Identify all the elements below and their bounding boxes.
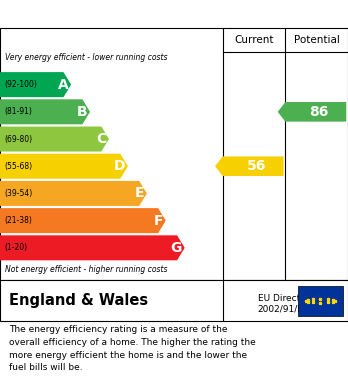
Text: F: F <box>153 213 163 228</box>
Text: 86: 86 <box>310 105 329 119</box>
Text: (69-80): (69-80) <box>4 135 32 143</box>
Polygon shape <box>0 72 71 97</box>
Text: Energy Efficiency Rating: Energy Efficiency Rating <box>9 7 219 22</box>
Text: A: A <box>58 78 68 91</box>
Polygon shape <box>278 102 346 122</box>
Text: 56: 56 <box>247 159 266 173</box>
Text: England & Wales: England & Wales <box>9 293 148 308</box>
Text: D: D <box>114 159 125 173</box>
Text: (39-54): (39-54) <box>4 189 32 198</box>
Polygon shape <box>0 99 90 124</box>
Polygon shape <box>0 127 109 152</box>
Polygon shape <box>215 156 284 176</box>
Text: G: G <box>171 241 182 255</box>
Text: Current: Current <box>234 35 274 45</box>
Text: The energy efficiency rating is a measure of the
overall efficiency of a home. T: The energy efficiency rating is a measur… <box>9 325 255 373</box>
Text: C: C <box>96 132 106 146</box>
Text: Potential: Potential <box>294 35 340 45</box>
Text: E: E <box>135 187 144 201</box>
Text: Not energy efficient - higher running costs: Not energy efficient - higher running co… <box>5 265 168 274</box>
Text: (81-91): (81-91) <box>4 107 32 117</box>
Text: EU Directive: EU Directive <box>258 294 314 303</box>
Polygon shape <box>0 154 128 179</box>
Text: Very energy efficient - lower running costs: Very energy efficient - lower running co… <box>5 53 168 63</box>
Text: (92-100): (92-100) <box>4 80 37 89</box>
Polygon shape <box>0 181 147 206</box>
Text: 2002/91/EC: 2002/91/EC <box>258 305 310 314</box>
Text: (1-20): (1-20) <box>4 243 27 252</box>
Polygon shape <box>0 208 166 233</box>
Bar <box>298 286 343 316</box>
Text: B: B <box>77 105 87 119</box>
Polygon shape <box>0 235 185 260</box>
Text: (21-38): (21-38) <box>4 216 32 225</box>
Text: (55-68): (55-68) <box>4 162 32 171</box>
